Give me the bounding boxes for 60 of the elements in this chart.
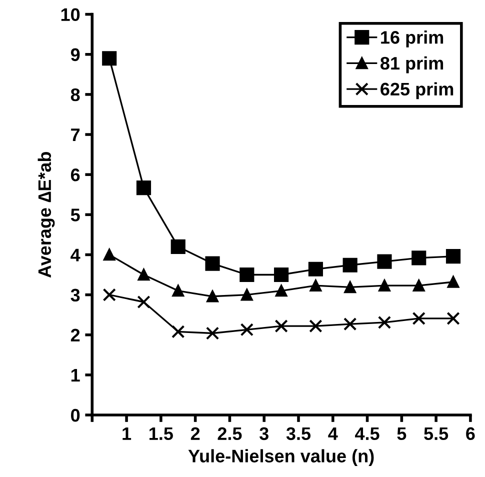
point [309, 319, 322, 333]
point [377, 254, 392, 269]
point [240, 267, 254, 282]
point [205, 256, 220, 271]
y-tick-label: 1 [71, 369, 80, 382]
point [412, 312, 426, 326]
x-tick-label: 1.5 [150, 427, 173, 440]
point [310, 280, 322, 292]
point [137, 295, 150, 309]
y-tick-label: 10 [61, 8, 80, 22]
y-axis-title: Average ∆E*ab [38, 152, 55, 278]
point [342, 258, 358, 272]
point [412, 250, 426, 266]
point [240, 323, 254, 336]
legend-label: 81 prim [380, 56, 444, 74]
point [274, 319, 288, 333]
point [412, 280, 425, 292]
y-tick-label: 2 [70, 328, 80, 342]
x-tick-label: 6 [466, 427, 475, 440]
y-tick-label: 5 [70, 208, 80, 222]
point [344, 281, 356, 294]
x-tick-label: 2.5 [218, 427, 242, 440]
point [274, 267, 289, 282]
point [103, 248, 116, 261]
point [378, 280, 390, 292]
x-tick-label: 4 [328, 427, 338, 440]
y-tick-label: 3 [70, 288, 80, 302]
x-tick-label: 5 [397, 427, 406, 440]
x-tick-label: 4.5 [355, 427, 380, 440]
y-tick-label: 4 [70, 248, 80, 262]
point [206, 326, 220, 340]
point [447, 276, 460, 288]
x-tick-label: 2 [190, 427, 200, 440]
y-tick-label: 8 [70, 88, 80, 102]
point [275, 284, 288, 297]
point [206, 290, 218, 302]
legend-label: 16 prim [381, 30, 444, 48]
point [308, 262, 323, 276]
y-tick-label: 0 [71, 408, 80, 422]
point [172, 325, 185, 338]
x-axis-title: Yule-Nielsen value (n) [188, 449, 374, 466]
point [138, 268, 150, 281]
point [446, 312, 460, 326]
point [241, 288, 253, 301]
x-tick-label: 1 [122, 427, 132, 440]
point [170, 239, 186, 254]
x-tick-label: 3 [260, 427, 268, 440]
point [378, 316, 392, 330]
y-tick-label: 9 [70, 48, 80, 62]
point [343, 317, 357, 331]
point [136, 180, 152, 196]
point [172, 284, 184, 297]
point [102, 51, 117, 66]
y-tick-label: 6 [70, 168, 80, 182]
y-tick-label: 7 [71, 128, 80, 142]
x-tick-label: 3.5 [286, 427, 311, 440]
point [446, 249, 461, 264]
legend-label: 625 prim [380, 82, 454, 100]
point [102, 288, 116, 302]
x-tick-label: 5.5 [424, 427, 448, 440]
